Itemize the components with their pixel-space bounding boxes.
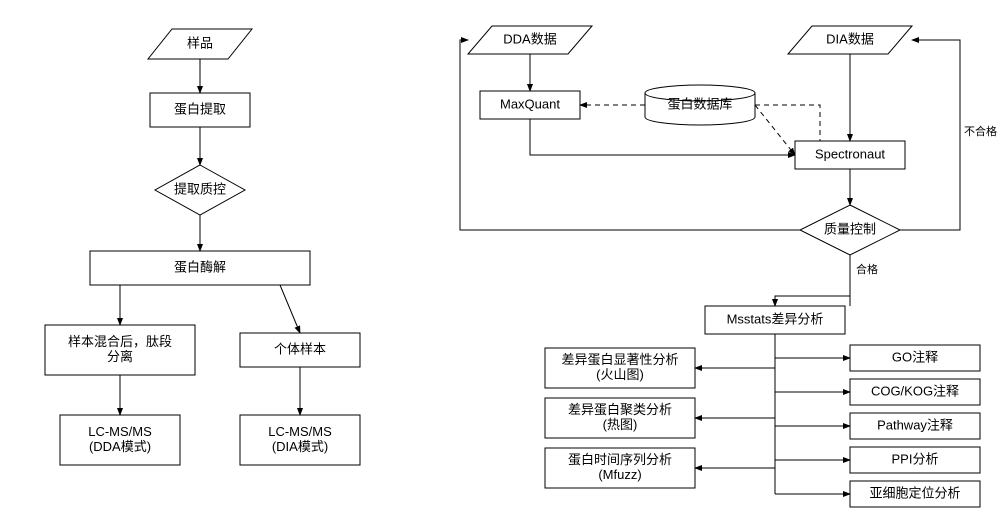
node-sample-label: 样品 — [187, 35, 213, 50]
node-maxquant-label: MaxQuant — [500, 96, 560, 111]
node-leftcol-1-label: 差异蛋白聚类分析 — [568, 402, 672, 417]
e-qc-fail — [900, 40, 960, 230]
node-msstats-label: Msstats差异分析 — [727, 311, 824, 326]
node-extract-qc-label: 提取质控 — [174, 181, 226, 196]
e-qc-fail-dda — [460, 40, 800, 230]
node-rightcol-0-label: GO注释 — [892, 349, 938, 364]
node-dia-data-label: DIA数据 — [826, 31, 874, 46]
edge-label: 不合格 — [964, 124, 997, 138]
e-db-spectro-stem — [755, 105, 820, 141]
node-lcms-dia-label: LC-MS/MS — [268, 424, 332, 439]
node-spectronaut-label: Spectronaut — [815, 146, 885, 161]
node-individual-label: 个体样本 — [274, 341, 326, 356]
node-protein-db-label: 蛋白数据库 — [667, 96, 732, 111]
e-db-spectro — [755, 105, 795, 155]
node-lcms-dia-label: (DIA模式) — [272, 439, 328, 454]
e-qc-msstats — [775, 255, 850, 306]
e-maxq-spectro — [530, 119, 795, 155]
node-leftcol-0-label: 差异蛋白显著性分析 — [561, 352, 678, 367]
node-lcms-dda-label: LC-MS/MS — [88, 424, 152, 439]
edge-label: 合格 — [856, 262, 878, 276]
node-rightcol-4-label: 亚细胞定位分析 — [869, 485, 960, 500]
node-leftcol-2-label: 蛋白时间序列分析 — [568, 452, 672, 467]
node-mixed-fraction-label: 样本混合后，肽段 — [68, 334, 172, 349]
node-leftcol-2-label: (Mfuzz) — [598, 467, 641, 482]
node-extract-label: 蛋白提取 — [174, 101, 226, 116]
node-dda-data-label: DDA数据 — [503, 31, 556, 46]
node-mixed-fraction-label: 分离 — [107, 349, 133, 364]
e-digest-ind — [280, 285, 300, 333]
node-rightcol-3-label: PPI分析 — [892, 451, 939, 466]
node-lcms-dda-label: (DDA模式) — [89, 439, 151, 454]
node-qc-label: 质量控制 — [824, 221, 876, 236]
node-leftcol-1-label: (热图) — [603, 417, 638, 432]
node-rightcol-1-label: COG/KOG注释 — [871, 383, 959, 398]
node-digestion-label: 蛋白酶解 — [174, 259, 226, 274]
node-leftcol-0-label: (火山图) — [596, 367, 644, 382]
diagram-canvas: 样品蛋白提取提取质控蛋白酶解样本混合后，肽段分离个体样本LC-MS/MS(DDA… — [0, 0, 1000, 524]
node-rightcol-2-label: Pathway注释 — [877, 417, 953, 432]
